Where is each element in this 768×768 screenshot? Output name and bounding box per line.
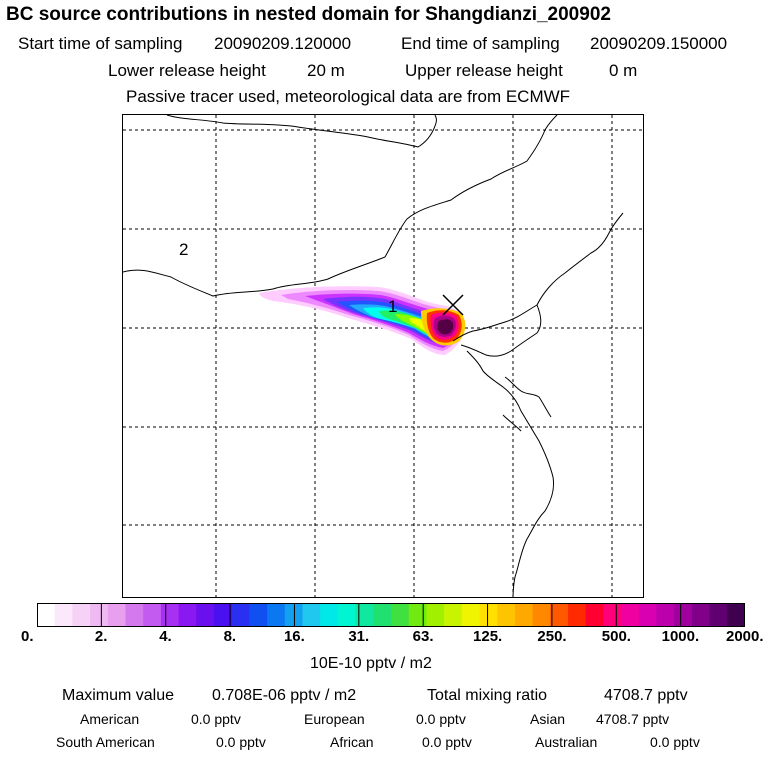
- region-label-1: 1: [388, 297, 397, 316]
- colorbar-cell: [532, 603, 551, 627]
- colorbar-cell: [709, 603, 728, 627]
- colorbar-cell: [54, 603, 73, 627]
- tracer-note: Passive tracer used, meteorological data…: [126, 87, 571, 106]
- colorbar-cell: [479, 603, 498, 627]
- colorbar-cell: [621, 603, 640, 627]
- coastlines-borders: [123, 115, 624, 597]
- colorbar-cell: [603, 603, 622, 627]
- colorbar-cell: [72, 603, 91, 627]
- colorbar-tick-label: 16.: [283, 628, 305, 645]
- region-value-south-american: 0.0 pptv: [216, 734, 266, 750]
- plume-contour: [437, 319, 454, 335]
- colorbar-cell: [160, 603, 180, 627]
- graticule: [123, 115, 643, 597]
- concentration-plume: [259, 286, 466, 355]
- region-value-asian: 4708.7 pptv: [596, 711, 670, 727]
- colorbar-cell: [37, 603, 56, 627]
- start-time-label: Start time of sampling: [18, 34, 183, 53]
- lower-release-label: Lower release height: [108, 61, 266, 80]
- colorbar-tick-label: 2.: [94, 628, 108, 645]
- colorbar-cell: [391, 603, 410, 627]
- max-value-label: Maximum value: [62, 687, 175, 704]
- map-panel: 2 1: [122, 114, 644, 598]
- colorbar-cell: [355, 603, 374, 627]
- colorbar-cell: [231, 603, 250, 627]
- colorbar-unit: 10E-10 pptv / m2: [310, 655, 432, 672]
- colorbar-cell: [638, 603, 658, 627]
- colorbar-cell: [426, 603, 445, 627]
- colorbar-cell: [320, 603, 339, 627]
- region-value-australian: 0.0 pptv: [650, 734, 700, 750]
- lower-release-value: 20 m: [307, 61, 345, 80]
- colorbar-frame: [37, 603, 745, 627]
- total-mixing-value: 4708.7 pptv: [604, 687, 688, 704]
- colorbar-tick-label: 2000.: [726, 628, 764, 645]
- colorbar-cell: [143, 603, 162, 627]
- end-time-label: End time of sampling: [401, 34, 560, 53]
- coastline: [452, 304, 542, 357]
- colorbar-tick-label: 125.: [473, 628, 503, 645]
- region-name-american: American: [80, 711, 140, 727]
- colorbar-cell: [444, 603, 463, 627]
- region-name-asian: Asian: [530, 711, 566, 727]
- colorbar-cell: [125, 603, 144, 627]
- border-line: [166, 115, 437, 148]
- total-mixing-label: Total mixing ratio: [427, 687, 548, 704]
- colorbar-cell: [178, 603, 197, 627]
- colorbar-cell: [337, 603, 357, 627]
- colorbar-cell: [107, 603, 127, 627]
- start-time-value: 20090209.120000: [214, 34, 352, 53]
- upper-release-value: 0 m: [609, 61, 638, 80]
- max-value: 0.708E-06 pptv / m2: [212, 687, 357, 704]
- colorbar-tick-label: 500.: [601, 628, 631, 645]
- border-line: [123, 115, 558, 297]
- colorbar-tick-label: 63.: [412, 628, 434, 645]
- colorbar-cell: [461, 603, 481, 627]
- region-name-south-american: South American: [56, 734, 155, 750]
- colorbar-cell: [674, 603, 693, 627]
- colorbar-cell: [727, 603, 745, 627]
- colorbar-tick-label: 0.: [21, 628, 34, 645]
- region-value-american: 0.0 pptv: [191, 711, 241, 727]
- region-value-african: 0.0 pptv: [422, 734, 472, 750]
- colorbar-cell: [196, 603, 215, 627]
- colorbar-cell: [373, 603, 392, 627]
- colorbar-cell: [514, 603, 534, 627]
- region-name-australian: Australian: [535, 734, 598, 750]
- colorbar-tick-label: 4.: [159, 628, 172, 645]
- colorbar-cell: [249, 603, 268, 627]
- upper-release-label: Upper release height: [405, 61, 563, 80]
- region-name-african: African: [330, 734, 374, 750]
- end-time-value: 20090209.150000: [590, 34, 728, 53]
- coastline: [536, 212, 624, 306]
- colorbar-cell: [408, 603, 427, 627]
- colorbar-tick-label: 8.: [223, 628, 237, 645]
- region-value-european: 0.0 pptv: [416, 711, 466, 727]
- colorbar-cell: [302, 603, 321, 627]
- region-name-european: European: [304, 711, 365, 727]
- colorbar-cell: [656, 603, 675, 627]
- colorbar-tick-label: 31.: [348, 628, 370, 645]
- colorbar-cell: [585, 603, 604, 627]
- colorbar-cell: [497, 603, 516, 627]
- colorbar-cell: [568, 603, 587, 627]
- map-title: BC source contributions in nested domain…: [6, 4, 611, 25]
- x-cross-icon: [442, 294, 464, 316]
- colorbar-cell: [214, 603, 233, 627]
- colorbar-cell: [691, 603, 711, 627]
- coastline: [466, 350, 554, 597]
- colorbar-cell: [550, 603, 569, 627]
- colorbar-cell: [90, 603, 109, 627]
- colorbar-ticks: 0. 2. 4. 8. 16. 31. 63. 125. 250. 500. 1000. 2000.: [0, 628, 768, 648]
- colorbar-tick-label: 1000.: [661, 628, 700, 645]
- region-label-2: 2: [179, 240, 188, 259]
- colorbar-tick-label: 250.: [537, 628, 567, 645]
- coastline: [502, 414, 522, 432]
- colorbar-cell: [267, 603, 286, 627]
- colorbar: [37, 603, 745, 627]
- map-canvas: 2 1: [123, 115, 643, 597]
- coastline: [504, 376, 552, 418]
